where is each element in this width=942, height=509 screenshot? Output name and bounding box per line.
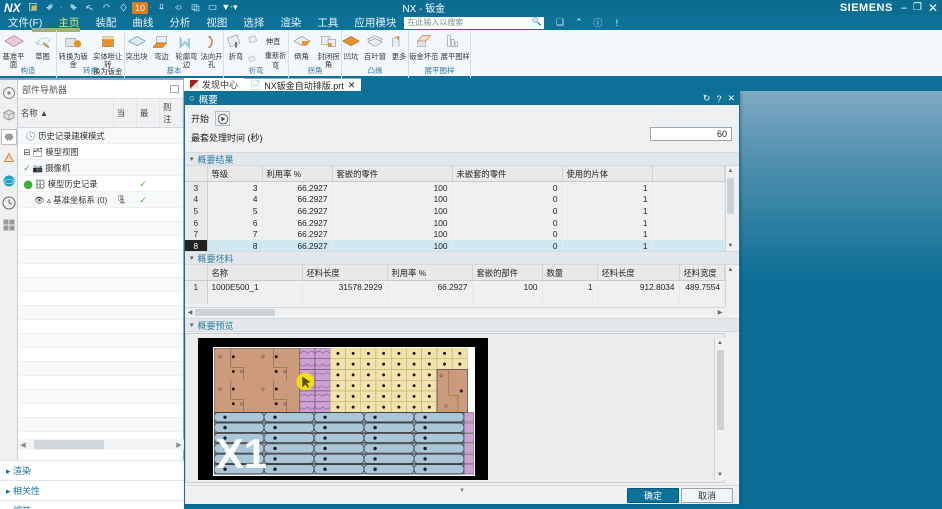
svg-text:N: N: [7, 156, 11, 162]
svg-text:X1: X1: [216, 430, 267, 475]
